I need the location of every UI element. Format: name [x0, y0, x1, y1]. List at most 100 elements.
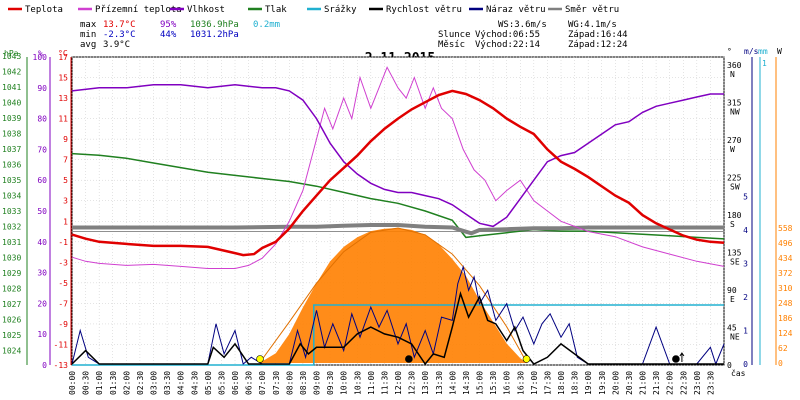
x-tick-label: 12:30 — [408, 371, 417, 395]
x-tick-label: 20:00 — [611, 371, 620, 395]
stats-sunrise: Východ:06:55 — [475, 30, 540, 40]
stats-moonset: Západ:12:24 — [568, 40, 628, 50]
moonrise-marker — [672, 355, 680, 363]
w-tick-label: 310 — [778, 284, 793, 293]
degree-tick-label: 180 — [727, 211, 742, 220]
percent-tick-label: 20 — [37, 299, 47, 308]
w-tick-label: 186 — [778, 314, 793, 323]
celsius-tick-label: 7 — [63, 156, 68, 165]
w-tick-label: 558 — [778, 224, 793, 233]
x-tick-label: 05:00 — [204, 371, 213, 395]
stats-max-rain: 0.2mm — [253, 20, 280, 30]
x-tick-label: 11:00 — [367, 371, 376, 395]
w-tick-label: 248 — [778, 299, 793, 308]
w-tick-label: 434 — [778, 254, 793, 263]
x-tick-label: 00:00 — [68, 371, 77, 395]
celsius-tick-label: -3 — [58, 258, 68, 267]
celsius-tick-label: 1 — [63, 217, 68, 226]
hpa-tick-label: 1035 — [2, 176, 21, 185]
compass-label: NW — [730, 108, 740, 117]
x-tick-label: 13:00 — [421, 371, 430, 395]
compass-label: NE — [730, 333, 740, 342]
x-tick-label: 22:30 — [679, 371, 688, 395]
x-tick-label: 10:00 — [340, 371, 349, 395]
stats-min-press: 1031.2hPa — [190, 30, 239, 40]
w-tick-label: 372 — [778, 269, 793, 278]
moonset-marker — [405, 355, 413, 363]
degree-tick-label: 315 — [727, 99, 742, 108]
stats-sun-label: Slunce — [438, 30, 471, 40]
x-tick-label: 17:00 — [530, 371, 539, 395]
moonrise-arrow-icon — [679, 352, 685, 362]
wind-gust-line — [71, 265, 725, 366]
hpa-tick-label: 1034 — [2, 192, 21, 201]
hpa-tick-label: 1039 — [2, 114, 21, 123]
humidity-line — [71, 83, 724, 228]
celsius-axis-unit: °C — [58, 49, 68, 58]
x-tick-label: 19:00 — [584, 371, 593, 395]
percent-tick-label: 90 — [37, 84, 47, 93]
time-axis-label: čas — [731, 368, 746, 378]
x-tick-label: 16:00 — [503, 371, 512, 395]
stats-panel: max 13.7°C 95% 1036.9hPa 0.2mm min -2.3°… — [80, 20, 628, 50]
stats-sunset: Západ:16:44 — [568, 30, 628, 40]
degree-tick-label: 225 — [727, 174, 742, 183]
celsius-tick-label: -1 — [58, 238, 68, 247]
degree-tick-label: 270 — [727, 136, 742, 145]
x-tick-label: 19:30 — [598, 371, 607, 395]
percent-tick-label: 10 — [37, 330, 47, 339]
compass-label: N — [730, 70, 735, 79]
percent-tick-label: 100 — [33, 53, 48, 62]
x-tick-label: 08:00 — [285, 371, 294, 395]
ground-temperature-line — [71, 66, 725, 269]
ms-tick-label: 1 — [743, 327, 748, 336]
percent-tick-label: 0 — [42, 361, 47, 370]
celsius-tick-label: -11 — [54, 340, 69, 349]
degree-tick-label: 135 — [727, 249, 742, 258]
w-axis-unit: W — [777, 47, 782, 56]
wind-direction-line — [72, 223, 724, 236]
legend-label: Srážky — [324, 5, 357, 15]
x-tick-label: 17:30 — [543, 371, 552, 395]
degree-tick-label: 45 — [727, 324, 737, 333]
hpa-tick-label: 1043 — [2, 52, 21, 61]
stats-min-hum: 44% — [160, 30, 177, 40]
w-tick-label: 62 — [778, 344, 788, 353]
x-tick-label: 03:30 — [163, 371, 172, 395]
stats-max-press: 1036.9hPa — [190, 20, 239, 30]
hpa-tick-label: 1024 — [2, 347, 21, 356]
w-tick-label: 0 — [778, 359, 783, 368]
stats-max-hum: 95% — [160, 20, 177, 30]
hpa-tick-label: 1037 — [2, 145, 21, 154]
compass-label: SW — [730, 183, 740, 192]
x-tick-label: 01:00 — [95, 371, 104, 395]
hpa-tick-label: 1038 — [2, 130, 21, 139]
x-tick-label: 01:30 — [109, 371, 118, 395]
ms-tick-label: 2 — [743, 293, 748, 302]
mm-axis-unit: mm — [758, 47, 768, 56]
stats-ws: WS:3.6m/s — [498, 20, 547, 30]
compass-label: E — [730, 295, 735, 304]
stats-moonrise: Východ:22:14 — [475, 40, 540, 50]
x-tick-label: 06:30 — [245, 371, 254, 395]
celsius-tick-label: -5 — [58, 279, 68, 288]
legend-label: Vlhkost — [187, 5, 225, 15]
rain-line — [72, 304, 724, 366]
legend-label: Rychlost větru — [386, 5, 462, 15]
percent-axis-unit: % — [38, 49, 43, 58]
hpa-axis-unit: hPa — [4, 49, 19, 58]
hpa-tick-label: 1036 — [2, 161, 21, 170]
x-tick-label: 15:00 — [476, 371, 485, 395]
hpa-tick-label: 1027 — [2, 300, 21, 309]
ms-tick-label: 4 — [743, 226, 748, 235]
celsius-tick-label: 13 — [58, 94, 68, 103]
hpa-tick-label: 1033 — [2, 207, 21, 216]
x-tick-label: 23:30 — [706, 371, 715, 395]
x-tick-label: 16:30 — [516, 371, 525, 395]
plot-area — [71, 56, 725, 366]
hpa-tick-label: 1042 — [2, 68, 21, 77]
x-tick-label: 14:00 — [448, 371, 457, 395]
percent-tick-label: 70 — [37, 145, 47, 154]
axes: hPa1043104210411040103910381037103610351… — [2, 47, 793, 395]
x-tick-label: 20:30 — [625, 371, 634, 395]
